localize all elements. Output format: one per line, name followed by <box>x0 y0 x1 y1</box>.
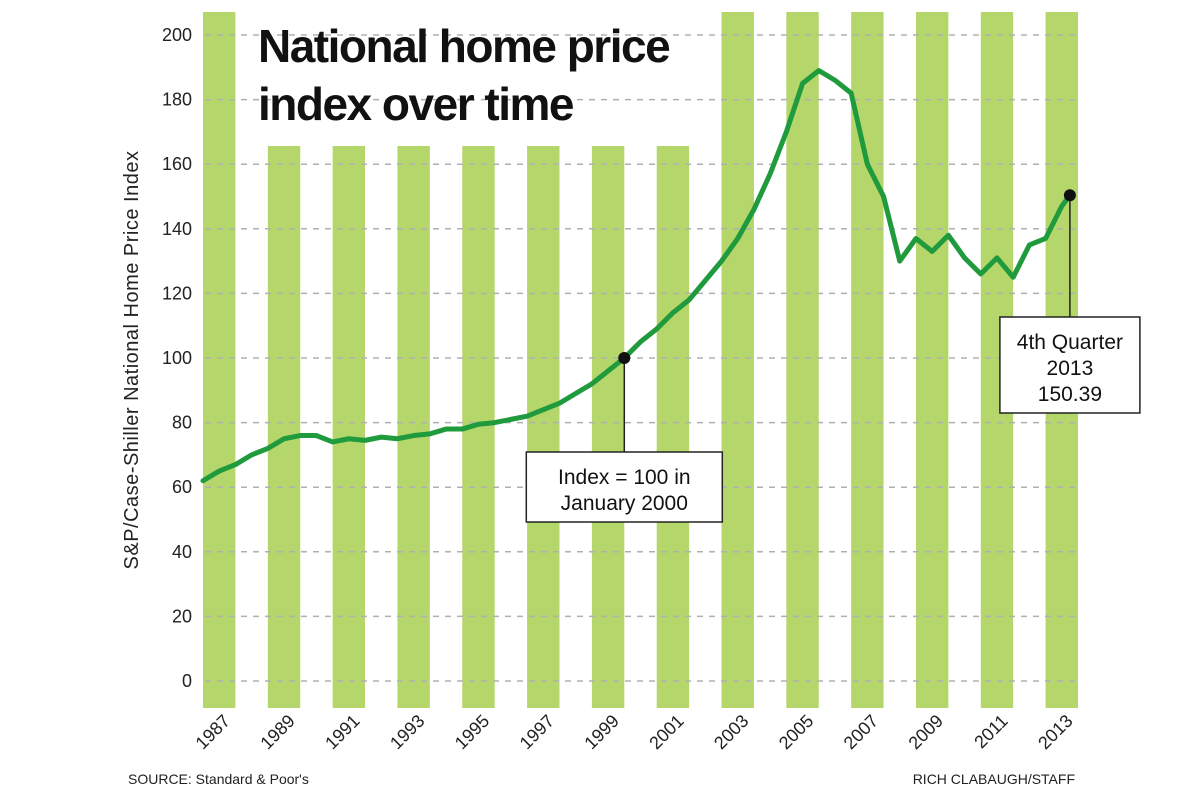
y-tick-label: 60 <box>172 477 192 497</box>
y-tick-label: 0 <box>182 671 192 691</box>
year-stripe <box>591 146 625 708</box>
annotation-text: 150.39 <box>1038 383 1102 406</box>
y-tick-label: 80 <box>172 413 192 433</box>
annotation-dot <box>618 352 631 364</box>
year-stripe <box>203 12 236 708</box>
year-stripe <box>332 146 366 708</box>
grid <box>205 34 1075 682</box>
stripes <box>203 12 1078 708</box>
annotation-text: 4th Quarter <box>1017 331 1123 354</box>
annotation-text: Index = 100 in <box>558 466 691 489</box>
year-stripe <box>267 146 301 708</box>
year-stripe <box>397 146 430 708</box>
y-axis-label: S&P/Case-Shiller National Home Price Ind… <box>121 151 143 570</box>
source: SOURCE: Standard & Poor's <box>128 771 309 787</box>
annotation-text: 2013 <box>1047 357 1094 380</box>
credit: RICH CLABAUGH/STAFF <box>913 771 1075 787</box>
plot: Index = 100 in January 2000 4th Quarter 201… <box>200 68 1141 523</box>
y-tick-label: 100 <box>162 348 192 368</box>
annotation-text: January 2000 <box>561 492 688 515</box>
y-tick-label: 20 <box>172 606 192 626</box>
y-tick-label: 200 <box>162 25 192 45</box>
y-tick-label: 40 <box>172 542 192 562</box>
annotation-box <box>525 451 724 523</box>
year-stripe <box>786 12 819 708</box>
year-stripe <box>656 146 690 708</box>
annotation-dot <box>1063 189 1076 202</box>
series-line <box>200 68 1073 484</box>
y-tick-label: 160 <box>162 154 192 174</box>
chart-title: index over time <box>258 78 574 130</box>
y-tick-label: 120 <box>162 283 192 303</box>
chart-title: National home price <box>258 20 670 72</box>
year-stripe <box>527 146 560 708</box>
y-tick-label: 140 <box>162 219 192 239</box>
year-stripe <box>915 12 949 708</box>
y-tick-label: 180 <box>162 90 192 110</box>
year-stripe <box>721 12 754 708</box>
annotation-box <box>999 316 1141 414</box>
